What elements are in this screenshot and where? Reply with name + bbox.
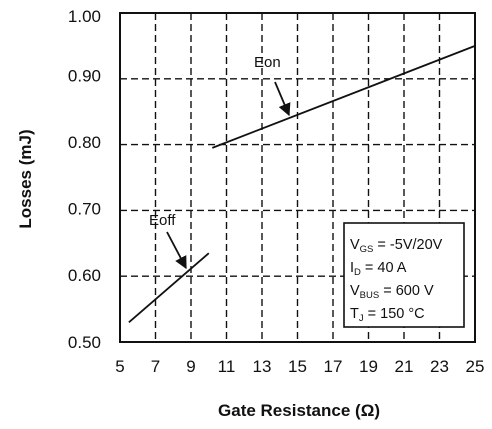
y-tick-label: 0.80 (68, 133, 101, 152)
series-line-eon (211, 45, 476, 149)
x-tick-label: 7 (151, 357, 160, 376)
condition-tj-subscript: J (359, 313, 364, 324)
condition-id-symbol: I (350, 260, 354, 276)
x-tick-label: 25 (466, 357, 485, 376)
y-tick-label: 0.70 (68, 200, 101, 219)
x-tick-label: 21 (395, 357, 414, 376)
x-tick-label: 11 (218, 357, 236, 376)
series-line-eoff (128, 252, 210, 323)
condition-vgs-symbol: V (350, 237, 360, 253)
series-layer (128, 45, 476, 323)
conditions-box: VGS = -5V/20V ID = 40 A VBUS = 600 V TJ … (343, 222, 465, 328)
x-tick-label: 9 (186, 357, 195, 376)
condition-tj-symbol: T (350, 306, 359, 322)
condition-id-subscript: D (354, 267, 361, 278)
x-tick-label: 19 (359, 357, 378, 376)
condition-vgs: VGS = -5V/20V (350, 237, 443, 255)
x-tick-label: 15 (288, 357, 307, 376)
x-tick-label: 5 (115, 357, 124, 376)
y-tick-label: 0.90 (68, 67, 101, 86)
condition-vbus-symbol: V (350, 283, 360, 299)
grid-layer (120, 13, 475, 342)
eoff-annotation-label: Eoff (149, 212, 176, 229)
y-tick-label: 0.60 (68, 266, 101, 285)
condition-tj-value: = 150 °C (364, 306, 425, 322)
condition-vbus: VBUS = 600 V (350, 283, 434, 301)
condition-id-value: = 40 A (361, 260, 407, 276)
y-tick-label: 1.00 (68, 7, 101, 26)
condition-vbus-subscript: BUS (360, 290, 380, 301)
condition-vgs-subscript: GS (360, 244, 374, 255)
x-tick-label: 23 (430, 357, 449, 376)
condition-vbus-value: = 600 V (379, 283, 434, 299)
plot-frame (119, 12, 476, 343)
y-axis-title: Losses (mJ) (16, 129, 35, 228)
condition-vgs-value: = -5V/20V (373, 237, 442, 253)
y-tick-label: 0.50 (68, 333, 101, 352)
y-tick-labels: 0.50 0.60 0.70 0.80 0.90 1.00 (68, 7, 101, 352)
eon-annotation-label: Eon (254, 54, 281, 71)
eon-annotation-arrow (274, 81, 291, 117)
eoff-annotation-arrow (166, 231, 187, 270)
condition-tj: TJ = 150 °C (350, 306, 425, 324)
x-tick-label: 17 (324, 357, 343, 376)
x-axis-title: Gate Resistance (Ω) (218, 401, 380, 420)
x-tick-label: 13 (253, 357, 272, 376)
x-tick-labels: 5 7 9 11 13 15 17 19 21 23 25 (115, 357, 484, 376)
conditions-box-frame (343, 222, 465, 328)
condition-id: ID = 40 A (350, 260, 407, 278)
